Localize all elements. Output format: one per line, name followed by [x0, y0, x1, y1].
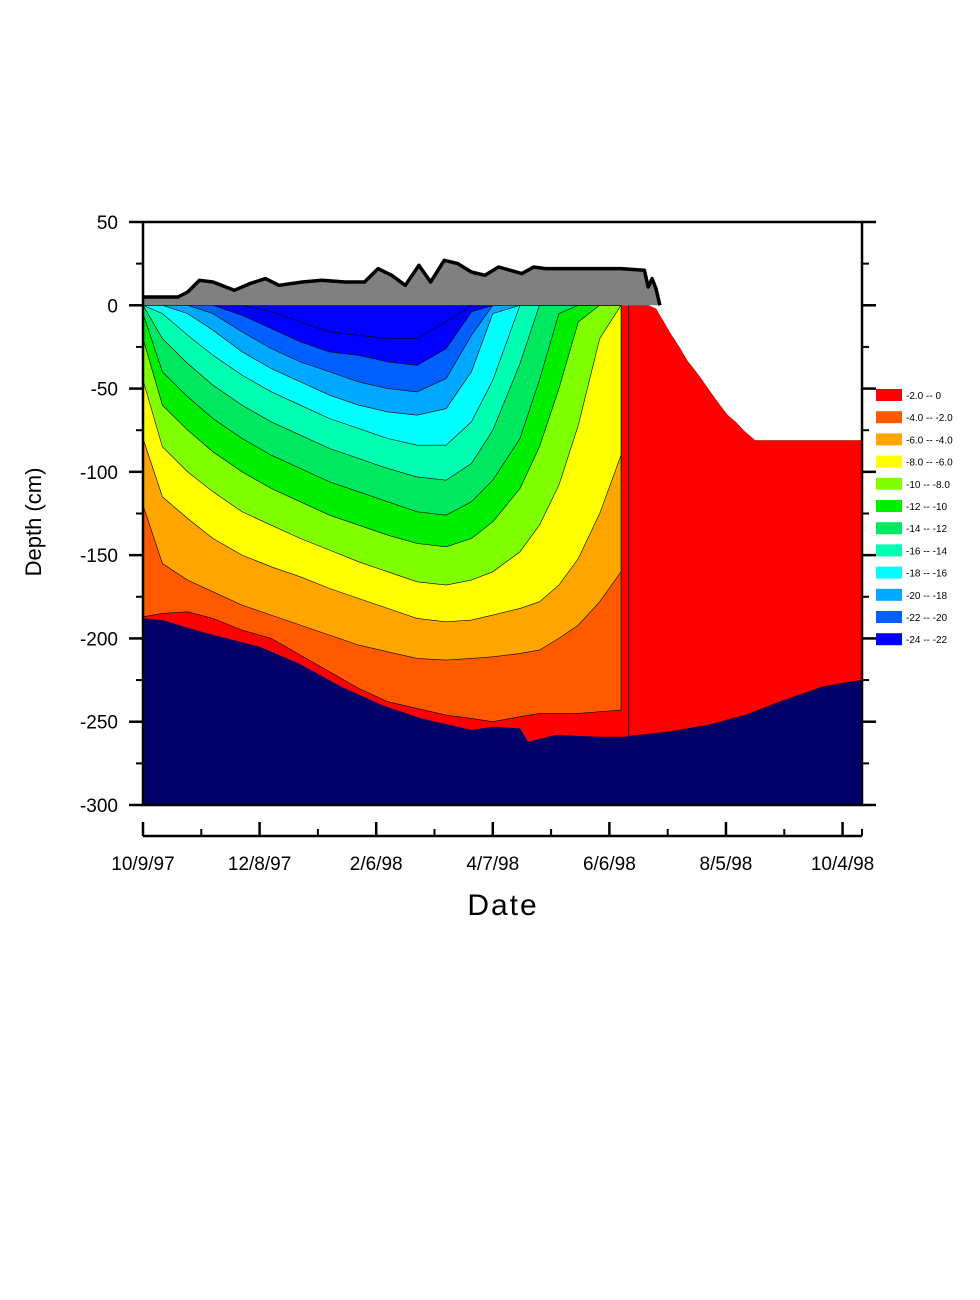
legend-label: -12 -- -10 [906, 502, 948, 513]
no-data-region [628, 222, 862, 441]
x-tick-label: 6/6/98 [583, 854, 636, 875]
legend-label: -24 -- -22 [906, 635, 948, 646]
legend-swatch [876, 389, 902, 401]
legend-swatch [876, 433, 902, 446]
legend-item: -14 -- -12 [876, 522, 948, 535]
legend-swatch [876, 411, 902, 424]
x-axis-title: Date [467, 889, 538, 922]
legend-label: -2.0 -- 0 [906, 391, 941, 402]
contour-band-24 [143, 305, 621, 339]
legend-label: -20 -- -18 [906, 591, 948, 602]
legend-label: -18 -- -16 [906, 569, 948, 580]
legend: -2.0 -- 0 -4.0 -- -2.0 -6.0 -- -4.0 -8.0 --… [876, 389, 953, 646]
x-tick-label: 8/5/98 [700, 854, 753, 875]
legend-item: -24 -- -22 [876, 633, 948, 646]
legend-swatch [876, 500, 902, 512]
legend-label: -4.0 -- -2.0 [906, 413, 953, 424]
legend-swatch [876, 522, 902, 535]
legend-label: -10 -- -8.0 [906, 480, 950, 491]
y-axis-title: Depth (cm) [21, 468, 46, 577]
y-tick-label: 50 [97, 213, 118, 234]
x-tick-label: 12/8/97 [228, 854, 291, 875]
y-tick-label: -200 [80, 629, 118, 650]
x-tick-label: 4/7/98 [466, 854, 519, 875]
legend-item: -12 -- -10 [876, 500, 948, 513]
legend-swatch [876, 477, 902, 490]
legend-item: -6.0 -- -4.0 [876, 433, 953, 446]
y-tick-label: -250 [80, 713, 118, 734]
snow-surface-line [143, 258, 662, 306]
legend-swatch [876, 544, 902, 557]
y-tick-label: -100 [80, 463, 118, 484]
legend-label: -14 -- -12 [906, 524, 948, 535]
legend-item: -8.0 -- -6.0 [876, 455, 953, 469]
legend-swatch [876, 633, 902, 646]
legend-label: -22 -- -20 [906, 613, 948, 624]
legend-item: -10 -- -8.0 [876, 477, 950, 491]
legend-item: -20 -- -18 [876, 588, 948, 602]
legend-label: -8.0 -- -6.0 [906, 458, 953, 469]
y-axis: 50 0 -50 -100 -150 -200 -250 -300 [80, 213, 876, 817]
legend-swatch [876, 566, 902, 579]
y-tick-label: 0 [107, 296, 118, 317]
legend-item: -2.0 -- 0 [876, 389, 941, 402]
legend-label: -6.0 -- -4.0 [906, 435, 953, 446]
legend-item: -4.0 -- -2.0 [876, 411, 953, 424]
legend-swatch [876, 611, 902, 623]
y-tick-label: -300 [80, 796, 118, 817]
legend-item: -18 -- -16 [876, 566, 948, 580]
legend-item: -22 -- -20 [876, 611, 948, 624]
unfrozen-bottom-region [143, 618, 862, 805]
contour-layer [143, 222, 862, 805]
legend-item: -16 -- -14 [876, 544, 948, 557]
x-axis: 10/9/97 12/8/97 2/6/98 4/7/98 6/6/98 8/5/98 10… [111, 822, 874, 875]
legend-swatch [876, 588, 902, 601]
y-tick-label: -150 [80, 546, 118, 567]
y-tick-label: -50 [91, 380, 118, 401]
x-tick-label: 10/4/98 [811, 854, 874, 875]
x-tick-label: 2/6/98 [350, 854, 403, 875]
legend-label: -16 -- -14 [906, 546, 948, 557]
legend-swatch [876, 455, 902, 468]
x-tick-label: 10/9/97 [111, 854, 174, 875]
